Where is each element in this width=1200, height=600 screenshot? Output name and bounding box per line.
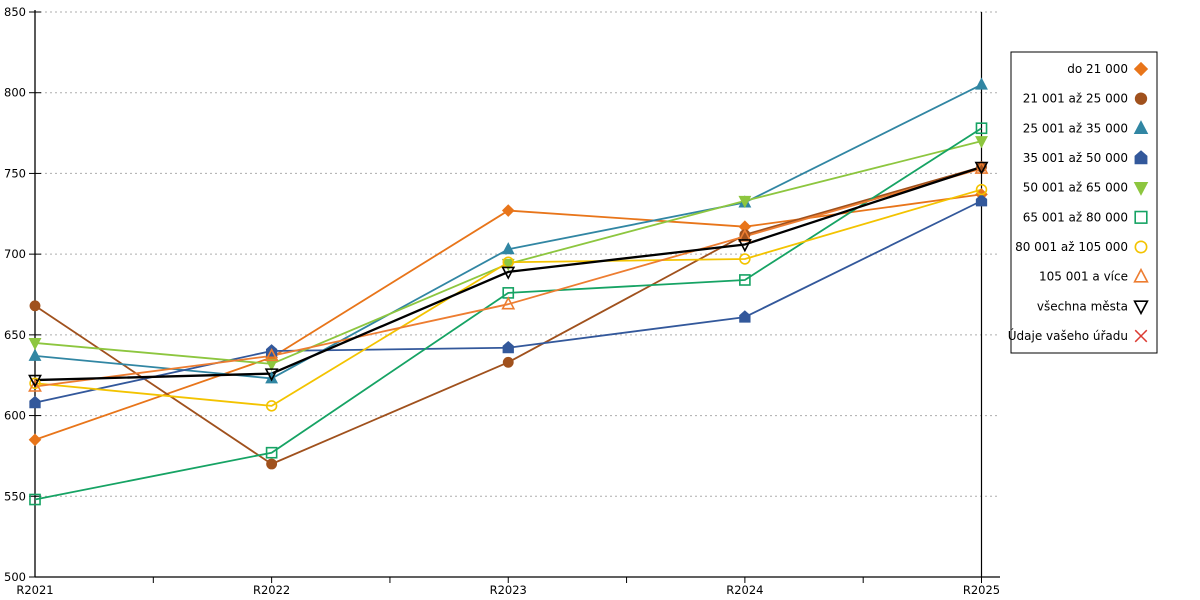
- square-marker: [29, 493, 41, 506]
- pentagon-marker: [502, 340, 514, 354]
- x-tick-label: R2025: [963, 583, 1000, 597]
- circle-marker: [502, 356, 514, 368]
- circle-marker: [1134, 92, 1148, 105]
- triangle-down-marker: [501, 266, 516, 280]
- legend-item-label: všechna města: [1037, 299, 1128, 313]
- triangle-down-marker: [28, 374, 42, 388]
- triangle-up-marker: [1133, 120, 1149, 134]
- diamond-marker: [28, 433, 42, 447]
- diamond-marker: [501, 204, 515, 217]
- legend-item-label: 65 001 až 80 000: [1023, 210, 1128, 224]
- diamond-marker: [1133, 61, 1149, 77]
- y-tick-label: 850: [4, 5, 26, 19]
- triangle-up-marker: [28, 378, 42, 392]
- legend-item-label: 50 001 až 65 000: [1023, 181, 1128, 195]
- triangle-down-marker: [1133, 300, 1149, 316]
- triangle-up-marker: [501, 242, 515, 255]
- legend-item-label: 35 001 až 50 000: [1023, 151, 1128, 165]
- square-marker: [739, 274, 751, 286]
- triangle-up-marker: [265, 371, 279, 384]
- y-tick-label: 500: [4, 570, 26, 584]
- legend-item-label: do 21 000: [1067, 62, 1128, 76]
- circle-marker: [265, 400, 278, 412]
- triangle-up-marker: [737, 228, 752, 242]
- triangle-down-marker: [738, 195, 752, 209]
- square-marker: [975, 122, 988, 135]
- triangle-up-marker: [264, 347, 279, 362]
- triangle-down-marker: [974, 161, 989, 175]
- series-line: [34, 165, 982, 382]
- legend-item-label: 105 001 a více: [1039, 270, 1128, 284]
- y-tick-label: 600: [4, 409, 26, 423]
- triangle-up-marker: [1133, 267, 1149, 283]
- circle-marker: [975, 183, 988, 196]
- triangle-down-marker: [1133, 182, 1149, 196]
- y-tick-label: 650: [4, 328, 26, 342]
- series-line: [34, 167, 982, 388]
- legend-item-label: Údaje vašeho úřadu: [1008, 328, 1128, 343]
- y-tick-label: 750: [4, 166, 26, 180]
- circle-marker: [29, 300, 41, 312]
- triangle-up-marker: [501, 296, 516, 310]
- circle-marker: [1134, 240, 1148, 254]
- x-marker: [1134, 329, 1148, 343]
- legend-item-label: 80 001 až 105 000: [1015, 240, 1128, 254]
- square-marker: [265, 446, 278, 459]
- legend-item-label: 25 001 až 35 000: [1023, 121, 1128, 135]
- y-tick-label: 700: [4, 247, 26, 261]
- legend-box: [1010, 51, 1158, 354]
- series-line: [34, 127, 982, 501]
- triangle-up-marker: [28, 348, 42, 361]
- triangle-down-marker: [975, 136, 988, 149]
- pentagon-marker: [1134, 150, 1148, 165]
- x-tick-label: R2023: [490, 583, 527, 597]
- pentagon-marker: [975, 194, 988, 207]
- triangle-down-marker: [264, 368, 279, 382]
- y-tick-label: 800: [4, 86, 26, 100]
- y-tick-label: 550: [4, 489, 26, 503]
- legend-item-label: 21 001 až 25 000: [1023, 92, 1128, 106]
- triangle-down-marker: [501, 258, 515, 272]
- triangle-down-marker: [265, 358, 279, 372]
- pentagon-marker: [739, 310, 751, 323]
- circle-marker: [266, 458, 278, 470]
- triangle-down-marker: [28, 337, 42, 351]
- circle-marker: [29, 377, 41, 390]
- triangle-up-marker: [975, 77, 988, 90]
- triangle-down-marker: [737, 239, 752, 253]
- circle-marker: [739, 253, 751, 265]
- pentagon-marker: [29, 395, 41, 409]
- x-tick-label: R2024: [726, 583, 763, 597]
- x-tick-label: R2021: [16, 583, 53, 597]
- x-tick-label: R2022: [253, 583, 290, 597]
- square-marker: [1134, 210, 1148, 224]
